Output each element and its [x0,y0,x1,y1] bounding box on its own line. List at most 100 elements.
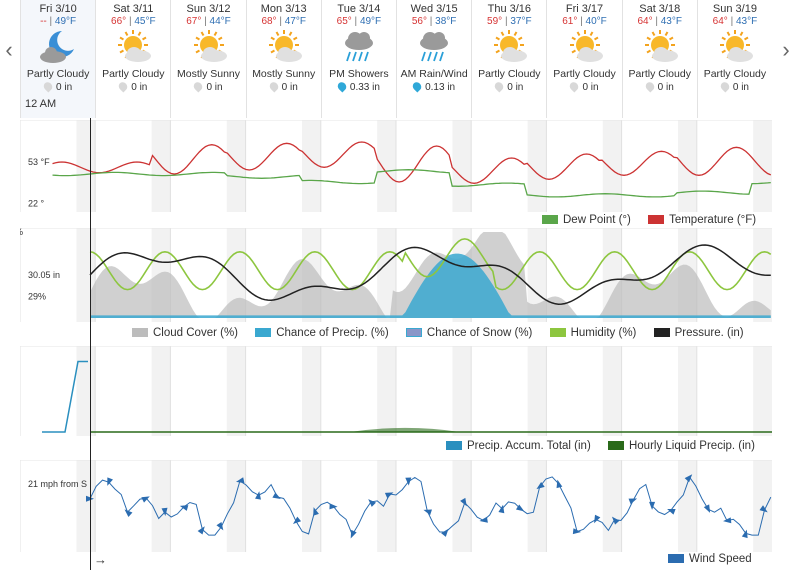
legend-pressure: Pressure. (in) [674,327,744,339]
wind-direction-arrow-icon [572,528,582,535]
wind-chart: 2015105021 mph from S [4,459,772,552]
day-date: Tue 3/14 [337,3,381,15]
day-temps: 64° | 43°F [637,16,682,27]
day-column[interactable]: Tue 3/14 65° | 49°F PM Showers 0.33 in [320,0,396,118]
day-column[interactable]: Sat 3/11 66° | 45°F Partly Cloudy 0 in [95,0,170,118]
wind-direction-arrow-icon [703,504,711,513]
pressure-line [89,244,771,305]
wind-direction-arrow-icon [684,474,693,483]
day-column[interactable]: Sun 3/19 64° | 43°F Partly Cloudy 0 in [696,0,772,118]
legend-swatch-hourly [607,441,624,450]
sky-left-tick-label: 100% [20,228,23,237]
current-temperature-label: 53 °F [28,157,50,167]
day-precip: 0 in [472,80,546,93]
sky-chart: 100%30.2075%30.1150%30.0225%29.940%29.85… [0,227,799,323]
day-precip: 0 in [547,80,621,93]
day-condition: Partly Cloudy [628,68,691,80]
wind-direction-arrow-icon [216,522,224,531]
day-column[interactable]: Wed 3/15 56° | 38°F AM Rain/Wind 0.13 in [396,0,471,118]
day-temps: 66° | 45°F [111,16,156,27]
partly-sunny-icon [193,30,227,62]
wind-direction-arrow-icon [107,477,113,486]
wind-direction-arrow-icon [611,516,620,525]
wind-direction-arrow-icon [235,477,245,484]
wind-direction-arrow-icon [759,505,768,513]
temperature-line [52,141,772,184]
legend-humidity: Humidity (%) [570,327,637,339]
day-condition: Partly Cloudy [102,68,165,80]
day-condition: Partly Cloudy [553,68,616,80]
precip-legend: Precip. Accum. Total (in) Hourly Liquid … [432,440,755,452]
wind-direction-arrow-icon [384,492,394,499]
day-high: 64° [712,16,728,27]
day-date: Fri 3/17 [565,3,604,15]
day-low: 49°F [54,16,77,27]
wind-direction-arrow-icon [124,509,133,517]
legend-swatch-accum [446,441,462,450]
day-condition: AM Rain/Wind [400,68,468,80]
wind-direction-arrow-icon [255,491,261,500]
partly-sunny-icon [494,30,528,62]
wind-direction-arrow-icon [350,529,357,539]
day-temps: 65° | 49°F [336,16,382,27]
day-high: 64° [637,16,653,27]
day-date: Sun 3/19 [712,3,757,15]
raindrop-icon [192,80,205,93]
day-column[interactable]: Fri 3/17 61° | 40°F Partly Cloudy 0 in [546,0,621,118]
day-precip: 0 in [171,80,245,93]
next-days-button[interactable]: › [778,38,794,62]
sky-legend: Cloud Cover (%) Chance of Precip. (%) Ch… [118,327,744,339]
raindrop-icon [335,80,348,93]
day-precip: 0 in [623,80,697,93]
day-low: 37°F [510,16,532,27]
wind-direction-arrow-icon [649,501,656,510]
wind-direction-arrow-icon [498,504,505,514]
day-date: Sat 3/18 [639,3,681,15]
day-high: 65° [336,16,352,27]
day-temps: 68° | 47°F [261,16,306,27]
day-temps: 61° | 40°F [562,16,607,27]
day-precip: 0 in [698,80,772,93]
day-condition: Partly Cloudy [478,68,541,80]
rain-cloud-icon [420,32,449,62]
day-date: Mon 3/13 [260,3,307,15]
legend-snow-chance: Chance of Snow (%) [426,327,533,339]
raindrop-icon [643,80,656,93]
day-precip: 0 in [247,80,321,93]
legend-dew-point: Dew Point (°) [563,214,631,226]
wind-direction-arrow-icon [441,528,449,537]
wind-direction-arrow-icon [628,498,638,505]
partly-sunny-icon [644,30,678,62]
day-temps: 64° | 43°F [712,16,758,27]
wind-direction-arrow-icon [479,516,488,523]
wind-direction-arrow-icon [515,504,525,512]
day-high: 56° [411,16,427,27]
dew-point-line [52,169,771,198]
wind-panel: 2015105021 mph from S [4,459,772,552]
temperature-panel: 80 F60402053 °F22 ° [2,119,772,212]
day-column[interactable]: Mon 3/13 68° | 47°F Mostly Sunny 0 in [245,0,321,118]
wind-direction-arrow-icon [723,517,732,524]
day-date: Fri 3/10 [39,3,77,15]
rain-cloud-icon [344,32,373,62]
precip-panel: 0.40.20.0 [2,345,772,437]
day-date: Sat 3/11 [113,3,154,15]
wind-direction-arrow-icon [423,509,432,516]
wind-direction-arrow-icon [179,505,189,511]
day-column[interactable]: Thu 3/16 59° | 37°F Partly Cloudy 0 in [471,0,546,118]
temperature-chart: 80 F60402053 °F22 ° [2,119,772,212]
chevron-left-icon: ‹ [5,37,13,62]
day-low: 44°F [209,16,231,27]
day-high: 68° [261,16,277,27]
prev-days-button[interactable]: ‹ [1,38,17,62]
scroll-right-arrow[interactable]: → [94,552,107,567]
wind-direction-arrow-icon [161,507,168,517]
wind-direction-arrow-icon [197,526,205,535]
day-column[interactable]: Sat 3/18 64° | 43°F Partly Cloudy 0 in [621,0,697,118]
day-low: 49°F [359,16,382,27]
wind-direction-arrow-icon [292,516,302,524]
legend-swatch-wind [668,554,684,563]
precip-chart: 0.40.20.0 [2,345,772,437]
day-column[interactable]: Sun 3/12 67° | 44°F Mostly Sunny 0 in [170,0,245,118]
day-column[interactable]: Fri 3/10 -- | 49°F Partly Cloudy 0 in [20,0,96,118]
